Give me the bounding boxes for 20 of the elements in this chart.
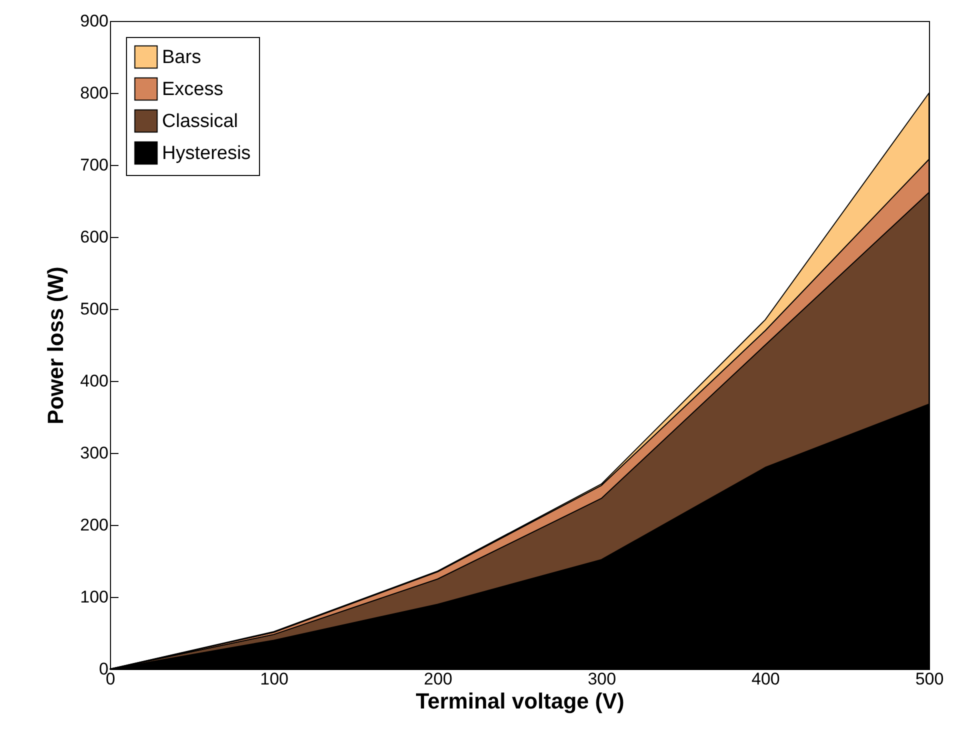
- x-tick-label: 300: [588, 670, 616, 688]
- y-tick-label: 900: [80, 12, 108, 30]
- x-axis-title: Terminal voltage (V): [416, 688, 624, 714]
- y-tick-label: 700: [80, 156, 108, 174]
- x-tick-label: 100: [260, 670, 288, 688]
- legend-label: Classical: [162, 111, 238, 132]
- y-tick-label: 600: [80, 228, 108, 246]
- legend-label: Hysteresis: [162, 143, 251, 164]
- y-tick-label: 300: [80, 444, 108, 462]
- x-tick-label: 200: [424, 670, 452, 688]
- y-tick-label: 500: [80, 300, 108, 318]
- y-tick-label: 200: [80, 516, 108, 534]
- legend-label: Bars: [162, 47, 202, 68]
- x-tick-label: 400: [752, 670, 780, 688]
- y-axis-title: Power loss (W): [43, 266, 68, 424]
- legend-label: Excess: [162, 79, 224, 100]
- y-tick-label: 400: [80, 372, 108, 390]
- x-tick-label: 500: [915, 670, 944, 688]
- y-tick-label: 100: [80, 588, 108, 606]
- y-tick-label: 800: [80, 84, 108, 102]
